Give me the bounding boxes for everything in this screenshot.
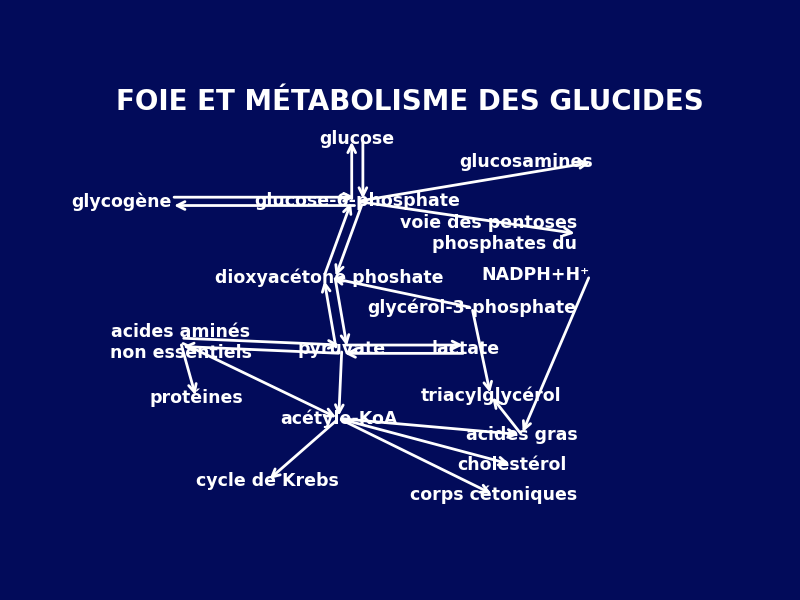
Text: FOIE ET MÉTABOLISME DES GLUCIDES: FOIE ET MÉTABOLISME DES GLUCIDES [116, 88, 704, 116]
Text: acides aminés
non essentiels: acides aminés non essentiels [110, 323, 252, 362]
Text: dioxyacétone phoshate: dioxyacétone phoshate [215, 268, 444, 287]
Text: triacylglycérol: triacylglycérol [420, 386, 561, 404]
Text: glucose: glucose [320, 130, 395, 148]
Text: acides gras: acides gras [466, 425, 578, 443]
Text: glucosamines: glucosamines [459, 153, 593, 171]
Text: glucose-6-phosphate: glucose-6-phosphate [254, 193, 460, 211]
Text: glycérol-3-phosphate: glycérol-3-phosphate [367, 298, 577, 317]
Text: NADPH+H⁺: NADPH+H⁺ [482, 266, 590, 284]
Text: acétyle-KoA: acétyle-KoA [280, 409, 398, 428]
Text: lactate: lactate [432, 340, 500, 358]
Text: pyruvate: pyruvate [298, 340, 386, 358]
Text: glycogène: glycogène [71, 192, 171, 211]
Text: cycle de Krebs: cycle de Krebs [196, 472, 339, 490]
Text: cholestérol: cholestérol [458, 456, 567, 474]
Text: voie des pentoses
phosphates du: voie des pentoses phosphates du [400, 214, 578, 253]
Text: corps cétoniques: corps cétoniques [410, 485, 578, 504]
Text: protéines: protéines [150, 388, 243, 407]
